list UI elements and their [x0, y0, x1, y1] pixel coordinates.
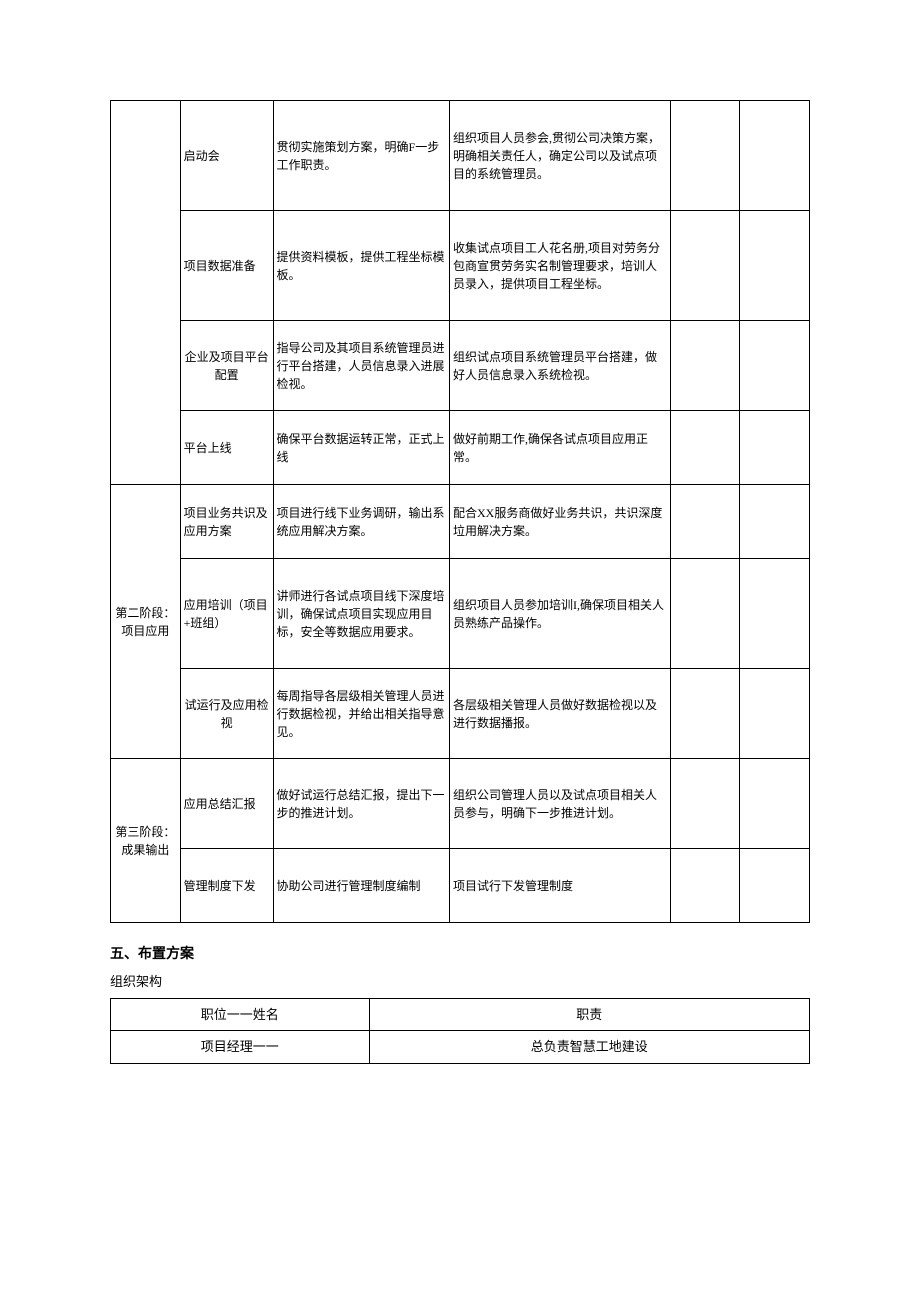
empty-cell	[740, 211, 810, 321]
step-cell: 应用培训（项目+班组）	[180, 559, 273, 669]
stage-cell: 第二阶段：项目应用	[111, 485, 181, 759]
desc2-cell: 组织项目人员参加培训I,确保项目相关人员熟练产品操作。	[450, 559, 671, 669]
desc2-cell: 配合XX服务商做好业务共识，共识深度垃用解决方案。	[450, 485, 671, 559]
table-row: 平台上线 确保平台数据运转正常，正式上线 做好前期工作,确保各试点项目应用正常。	[111, 411, 810, 485]
empty-cell	[740, 485, 810, 559]
section-5-subheading: 组织架构	[110, 972, 810, 992]
step-cell: 应用总结汇报	[180, 759, 273, 849]
step-cell: 管理制度下发	[180, 849, 273, 923]
desc1-cell: 提供资料模板，提供工程坐标模板。	[273, 211, 449, 321]
org-header-duty: 职责	[369, 998, 809, 1031]
stage-cell: 第三阶段：成果输出	[111, 759, 181, 923]
section-5-heading: 五、布置方案	[110, 943, 810, 964]
desc1-cell: 确保平台数据运转正常，正式上线	[273, 411, 449, 485]
step-cell: 平台上线	[180, 411, 273, 485]
org-table-header-row: 职位一一姓名 职责	[111, 998, 810, 1031]
step-cell: 试运行及应用检视	[180, 669, 273, 759]
empty-cell	[740, 321, 810, 411]
org-header-role: 职位一一姓名	[111, 998, 370, 1031]
org-table: 职位一一姓名 职责 项目经理一一 总负责智慧工地建设	[110, 998, 810, 1064]
empty-cell	[740, 411, 810, 485]
empty-cell	[670, 321, 740, 411]
desc2-cell: 组织项目人员参会,贯彻公司决策方案，明确相关责任人，确定公司以及试点项目的系统管…	[450, 101, 671, 211]
org-role-cell: 项目经理一一	[111, 1031, 370, 1064]
desc1-cell: 讲师进行各试点项目线下深度培训，确保试点项目实现应用目标，安全等数据应用要求。	[273, 559, 449, 669]
desc2-cell: 项目试行下发管理制度	[450, 849, 671, 923]
empty-cell	[740, 559, 810, 669]
table-row: 第二阶段：项目应用 项目业务共识及应用方案 项目进行线下业务调研，输出系统应用解…	[111, 485, 810, 559]
step-cell: 启动会	[180, 101, 273, 211]
empty-cell	[670, 759, 740, 849]
desc2-cell: 各层级相关管理人员做好数据检视以及进行数据播报。	[450, 669, 671, 759]
empty-cell	[670, 411, 740, 485]
table-row: 应用培训（项目+班组） 讲师进行各试点项目线下深度培训，确保试点项目实现应用目标…	[111, 559, 810, 669]
desc2-cell: 组织公司管理人员以及试点项目相关人员参与，明确下一步推进计划。	[450, 759, 671, 849]
empty-cell	[670, 101, 740, 211]
empty-cell	[740, 759, 810, 849]
empty-cell	[670, 559, 740, 669]
desc1-cell: 贯彻实施策划方案，明确F一步工作职责。	[273, 101, 449, 211]
table-row: 管理制度下发 协助公司进行管理制度编制 项目试行下发管理制度	[111, 849, 810, 923]
desc1-cell: 每周指导各层级相关管理人员进行数据检视，并给出相关指导意见。	[273, 669, 449, 759]
table-row: 启动会 贯彻实施策划方案，明确F一步工作职责。 组织项目人员参会,贯彻公司决策方…	[111, 101, 810, 211]
org-duty-cell: 总负责智慧工地建设	[369, 1031, 809, 1064]
step-cell: 项目业务共识及应用方案	[180, 485, 273, 559]
org-table-row: 项目经理一一 总负责智慧工地建设	[111, 1031, 810, 1064]
empty-cell	[670, 485, 740, 559]
phases-table-body: 启动会 贯彻实施策划方案，明确F一步工作职责。 组织项目人员参会,贯彻公司决策方…	[111, 101, 810, 923]
desc1-cell: 指导公司及其项目系统管理员进行平台搭建，人员信息录入进展检视。	[273, 321, 449, 411]
desc1-cell: 项目进行线下业务调研，输出系统应用解决方案。	[273, 485, 449, 559]
stage-cell	[111, 101, 181, 485]
table-row: 企业及项目平台配置 指导公司及其项目系统管理员进行平台搭建，人员信息录入进展检视…	[111, 321, 810, 411]
empty-cell	[670, 849, 740, 923]
desc1-cell: 做好试运行总结汇报，提出下一步的推进计划。	[273, 759, 449, 849]
phases-table: 启动会 贯彻实施策划方案，明确F一步工作职责。 组织项目人员参会,贯彻公司决策方…	[110, 100, 810, 923]
empty-cell	[670, 669, 740, 759]
table-row: 项目数据准备 提供资料模板，提供工程坐标模板。 收集试点项目工人花名册,项目对劳…	[111, 211, 810, 321]
empty-cell	[740, 669, 810, 759]
empty-cell	[670, 211, 740, 321]
empty-cell	[740, 849, 810, 923]
table-row: 试运行及应用检视 每周指导各层级相关管理人员进行数据检视，并给出相关指导意见。 …	[111, 669, 810, 759]
step-cell: 企业及项目平台配置	[180, 321, 273, 411]
desc2-cell: 做好前期工作,确保各试点项目应用正常。	[450, 411, 671, 485]
step-cell: 项目数据准备	[180, 211, 273, 321]
desc2-cell: 收集试点项目工人花名册,项目对劳务分包商宣贯劳务实名制管理要求，培训人员录入，提…	[450, 211, 671, 321]
empty-cell	[740, 101, 810, 211]
desc2-cell: 组织试点项目系统管理员平台搭建，做好人员信息录入系统检视。	[450, 321, 671, 411]
desc1-cell: 协助公司进行管理制度编制	[273, 849, 449, 923]
table-row: 第三阶段：成果输出 应用总结汇报 做好试运行总结汇报，提出下一步的推进计划。 组…	[111, 759, 810, 849]
